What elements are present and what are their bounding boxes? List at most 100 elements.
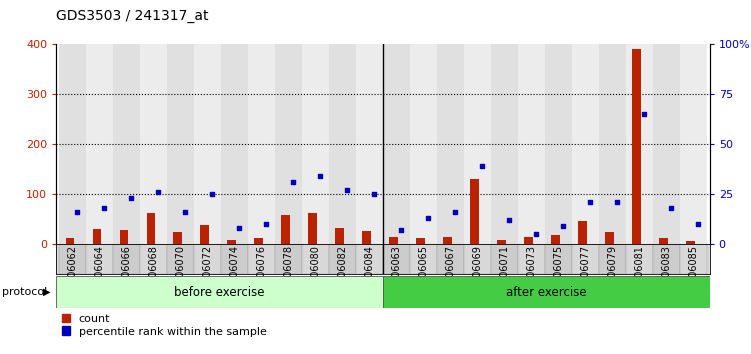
FancyBboxPatch shape bbox=[56, 276, 383, 308]
Text: GSM306067: GSM306067 bbox=[445, 245, 456, 304]
Bar bbox=[545, 44, 572, 244]
Bar bbox=[86, 44, 113, 244]
Bar bbox=[383, 44, 410, 244]
Bar bbox=[605, 232, 614, 244]
Point bbox=[125, 195, 137, 201]
Text: ▶: ▶ bbox=[43, 287, 50, 297]
Point bbox=[421, 216, 433, 221]
Bar bbox=[228, 240, 236, 244]
Point bbox=[71, 210, 83, 215]
Point bbox=[179, 210, 191, 215]
Bar bbox=[599, 244, 626, 274]
Bar bbox=[680, 44, 707, 244]
Bar bbox=[680, 244, 707, 274]
FancyBboxPatch shape bbox=[383, 276, 710, 308]
Text: GDS3503 / 241317_at: GDS3503 / 241317_at bbox=[56, 9, 209, 23]
Text: GSM306072: GSM306072 bbox=[203, 245, 213, 304]
Bar bbox=[59, 44, 86, 244]
Bar bbox=[113, 44, 140, 244]
Bar bbox=[173, 232, 182, 244]
Point bbox=[529, 232, 541, 237]
Bar bbox=[302, 44, 329, 244]
Bar bbox=[410, 244, 437, 274]
Bar bbox=[302, 244, 329, 274]
Point bbox=[448, 210, 460, 215]
Bar bbox=[390, 237, 398, 244]
Bar bbox=[626, 244, 653, 274]
Text: GSM306078: GSM306078 bbox=[284, 245, 294, 304]
Bar bbox=[329, 244, 356, 274]
Text: GSM306071: GSM306071 bbox=[499, 245, 509, 304]
Text: GSM306077: GSM306077 bbox=[581, 245, 590, 304]
Point bbox=[502, 217, 514, 223]
Text: GSM306063: GSM306063 bbox=[391, 245, 402, 304]
Bar bbox=[59, 244, 86, 274]
Bar bbox=[248, 44, 275, 244]
Bar bbox=[86, 244, 113, 274]
Point bbox=[152, 189, 164, 195]
Bar bbox=[275, 44, 302, 244]
Bar bbox=[578, 221, 587, 244]
Bar bbox=[632, 49, 641, 244]
Point bbox=[556, 223, 569, 229]
Bar bbox=[92, 229, 101, 244]
Text: GSM306076: GSM306076 bbox=[257, 245, 267, 304]
Bar bbox=[464, 44, 491, 244]
Point bbox=[233, 225, 245, 231]
Text: GSM306062: GSM306062 bbox=[68, 245, 77, 304]
Bar bbox=[464, 244, 491, 274]
Bar bbox=[140, 44, 167, 244]
Point bbox=[367, 192, 379, 197]
Bar bbox=[410, 44, 437, 244]
Text: GSM306084: GSM306084 bbox=[364, 245, 375, 304]
Bar bbox=[309, 213, 317, 244]
Bar bbox=[518, 244, 545, 274]
Text: GSM306064: GSM306064 bbox=[95, 245, 104, 304]
Bar bbox=[282, 215, 290, 244]
Text: GSM306066: GSM306066 bbox=[122, 245, 131, 304]
Bar bbox=[194, 244, 221, 274]
Point bbox=[260, 222, 272, 227]
Point bbox=[314, 173, 326, 179]
Text: GSM306075: GSM306075 bbox=[553, 245, 563, 304]
Bar bbox=[491, 244, 518, 274]
Bar bbox=[653, 244, 680, 274]
Bar bbox=[653, 44, 680, 244]
Point bbox=[665, 205, 677, 211]
Bar bbox=[221, 44, 248, 244]
Bar bbox=[113, 244, 140, 274]
Text: before exercise: before exercise bbox=[174, 286, 265, 298]
Text: protocol: protocol bbox=[2, 287, 47, 297]
Bar bbox=[146, 213, 155, 244]
Point bbox=[394, 227, 406, 233]
Bar bbox=[572, 244, 599, 274]
Point bbox=[340, 187, 352, 193]
Text: after exercise: after exercise bbox=[506, 286, 587, 298]
Text: GSM306079: GSM306079 bbox=[608, 245, 617, 304]
Bar bbox=[201, 225, 209, 244]
Bar bbox=[417, 238, 425, 244]
Bar bbox=[383, 244, 410, 274]
Bar bbox=[545, 244, 572, 274]
Bar bbox=[437, 44, 464, 244]
Bar bbox=[363, 231, 371, 244]
Bar bbox=[140, 244, 167, 274]
Bar bbox=[659, 238, 668, 244]
Bar bbox=[329, 44, 356, 244]
Bar bbox=[356, 44, 383, 244]
Bar bbox=[65, 238, 74, 244]
Text: GSM306069: GSM306069 bbox=[472, 245, 482, 304]
Bar bbox=[518, 44, 545, 244]
Bar bbox=[524, 237, 533, 244]
Bar bbox=[336, 228, 344, 244]
Text: GSM306074: GSM306074 bbox=[230, 245, 240, 304]
Bar bbox=[167, 244, 194, 274]
Bar bbox=[437, 244, 464, 274]
Legend: count, percentile rank within the sample: count, percentile rank within the sample bbox=[62, 314, 267, 337]
Text: GSM306080: GSM306080 bbox=[310, 245, 321, 304]
Text: GSM306081: GSM306081 bbox=[635, 245, 644, 304]
Bar bbox=[275, 244, 302, 274]
Bar bbox=[470, 179, 479, 244]
Text: GSM306073: GSM306073 bbox=[526, 245, 536, 304]
Bar bbox=[221, 244, 248, 274]
